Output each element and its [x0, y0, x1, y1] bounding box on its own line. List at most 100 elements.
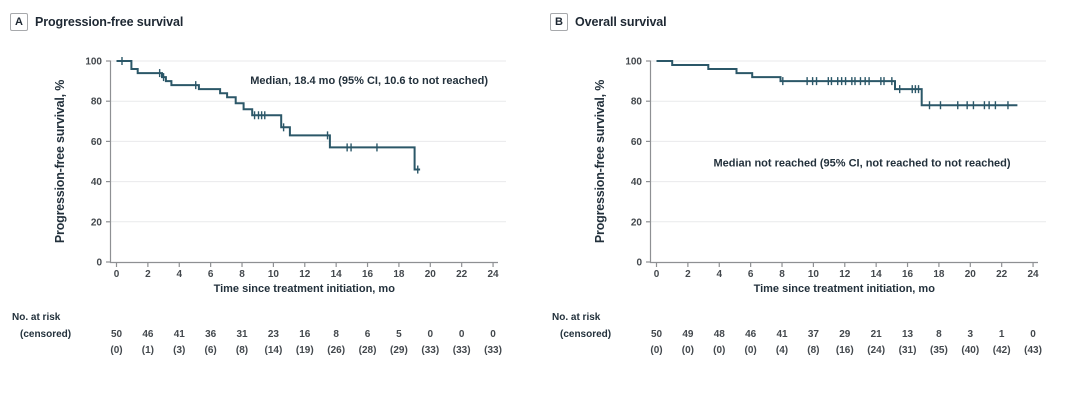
- censored-count: (26): [327, 345, 345, 356]
- risk-count: 21: [871, 329, 883, 340]
- censored-count: (0): [682, 345, 694, 356]
- y-tick-label: 60: [631, 137, 643, 148]
- x-axis: 0 2 4 6 8 10 12 14 16 18 20 22 24: [109, 261, 499, 280]
- panel-label-box: A: [10, 13, 28, 31]
- censored-count: (35): [930, 345, 948, 356]
- censored-count: (1): [142, 345, 154, 356]
- risk-count: 50: [651, 329, 663, 340]
- x-tick-label: 16: [902, 269, 914, 280]
- risk-count: 29: [839, 329, 851, 340]
- risk-count: 41: [776, 329, 788, 340]
- censor-ticks: [121, 57, 419, 174]
- median-annotation: Median, 18.4 mo (95% CI, 10.6 to not rea…: [250, 75, 488, 87]
- y-tick-label: 80: [631, 97, 643, 108]
- y-tick-label: 100: [625, 57, 642, 68]
- y-tick-label: 40: [631, 177, 643, 188]
- censored-count: (43): [1024, 345, 1042, 356]
- x-tick-label: 16: [362, 269, 374, 280]
- risk-count: 50: [111, 329, 123, 340]
- risk-count: 16: [299, 329, 311, 340]
- y-axis-title: Progression-free survival, %: [53, 80, 67, 243]
- x-tick-label: 4: [716, 269, 722, 280]
- survival-curve: [116, 60, 421, 171]
- risk-count: 46: [745, 329, 757, 340]
- x-tick-label: 12: [299, 269, 311, 280]
- x-tick-label: 6: [208, 269, 214, 280]
- x-tick-label: 6: [748, 269, 754, 280]
- x-tick-label: 18: [393, 269, 405, 280]
- panel-b-header: B Overall survival: [550, 13, 667, 31]
- y-axis: 0 20 40 60 80 100: [625, 57, 652, 269]
- risk-count: 46: [142, 329, 154, 340]
- risk-count: 0: [490, 329, 496, 340]
- risk-table-label: No. at risk: [552, 312, 601, 323]
- panel-title: Overall survival: [575, 15, 667, 29]
- censored-count: (4): [776, 345, 788, 356]
- panel-a-header: A Progression-free survival: [10, 13, 183, 31]
- censored-count: (33): [484, 345, 502, 356]
- panel-title: Progression-free survival: [35, 15, 184, 29]
- risk-count: 41: [174, 329, 186, 340]
- median-annotation: Median not reached (95% CI, not reached …: [714, 158, 1011, 170]
- panel-b: B Overall survival 0 20 40 60 80 100 0 2 4 6 8 10 12…: [540, 0, 1080, 400]
- risk-count: 5: [396, 329, 402, 340]
- x-tick-label: 2: [145, 269, 151, 280]
- risk-table-label: No. at risk: [12, 312, 61, 323]
- x-tick-label: 0: [654, 269, 660, 280]
- y-axis-title: Progression-free survival, %: [593, 80, 607, 243]
- x-tick-label: 20: [965, 269, 977, 280]
- x-tick-label: 10: [268, 269, 280, 280]
- y-tick-label: 80: [91, 97, 103, 108]
- censored-count: (40): [961, 345, 979, 356]
- x-tick-label: 20: [425, 269, 437, 280]
- censored-count: (6): [205, 345, 217, 356]
- censored-count: (28): [359, 345, 377, 356]
- risk-count: 0: [428, 329, 434, 340]
- x-tick-label: 0: [114, 269, 120, 280]
- y-tick-label: 40: [91, 177, 103, 188]
- risk-count: 13: [902, 329, 914, 340]
- risk-count: 0: [459, 329, 465, 340]
- risk-table-censored-label: (censored): [560, 329, 611, 340]
- y-axis: 0 20 40 60 80 100: [85, 57, 112, 269]
- censored-count: (31): [899, 345, 917, 356]
- survival-curve: [656, 60, 1018, 107]
- x-tick-label: 8: [779, 269, 785, 280]
- y-tick-label: 100: [85, 57, 102, 68]
- risk-count: 36: [205, 329, 217, 340]
- risk-count: 1: [999, 329, 1005, 340]
- risk-count: 31: [236, 329, 248, 340]
- risk-count: 23: [268, 329, 280, 340]
- y-tick-label: 0: [636, 258, 642, 269]
- censored-count: (0): [650, 345, 662, 356]
- risk-count: 49: [682, 329, 694, 340]
- censored-count: (0): [110, 345, 122, 356]
- x-tick-label: 14: [871, 269, 883, 280]
- censored-count: (19): [296, 345, 314, 356]
- x-tick-label: 22: [996, 269, 1008, 280]
- risk-count: 3: [968, 329, 974, 340]
- risk-count: 48: [714, 329, 726, 340]
- x-tick-label: 2: [685, 269, 691, 280]
- censored-count: (33): [453, 345, 471, 356]
- censored-count: (8): [807, 345, 819, 356]
- censored-count: (16): [836, 345, 854, 356]
- risk-count: 8: [333, 329, 339, 340]
- censored-count: (24): [867, 345, 885, 356]
- risk-table: No. at risk(censored) 50(0)46(1)41(3)36(6…: [12, 312, 502, 356]
- x-tick-label: 12: [839, 269, 851, 280]
- x-tick-label: 24: [487, 269, 499, 280]
- y-tick-label: 0: [96, 258, 102, 269]
- risk-count: 6: [365, 329, 371, 340]
- x-axis-title: Time since treatment initiation, mo: [214, 283, 396, 295]
- risk-count: 8: [936, 329, 942, 340]
- x-tick-label: 18: [933, 269, 945, 280]
- censored-count: (29): [390, 345, 408, 356]
- censored-count: (42): [993, 345, 1011, 356]
- x-tick-label: 24: [1027, 269, 1039, 280]
- censor-ticks: [782, 77, 1009, 110]
- y-tick-label: 20: [91, 217, 103, 228]
